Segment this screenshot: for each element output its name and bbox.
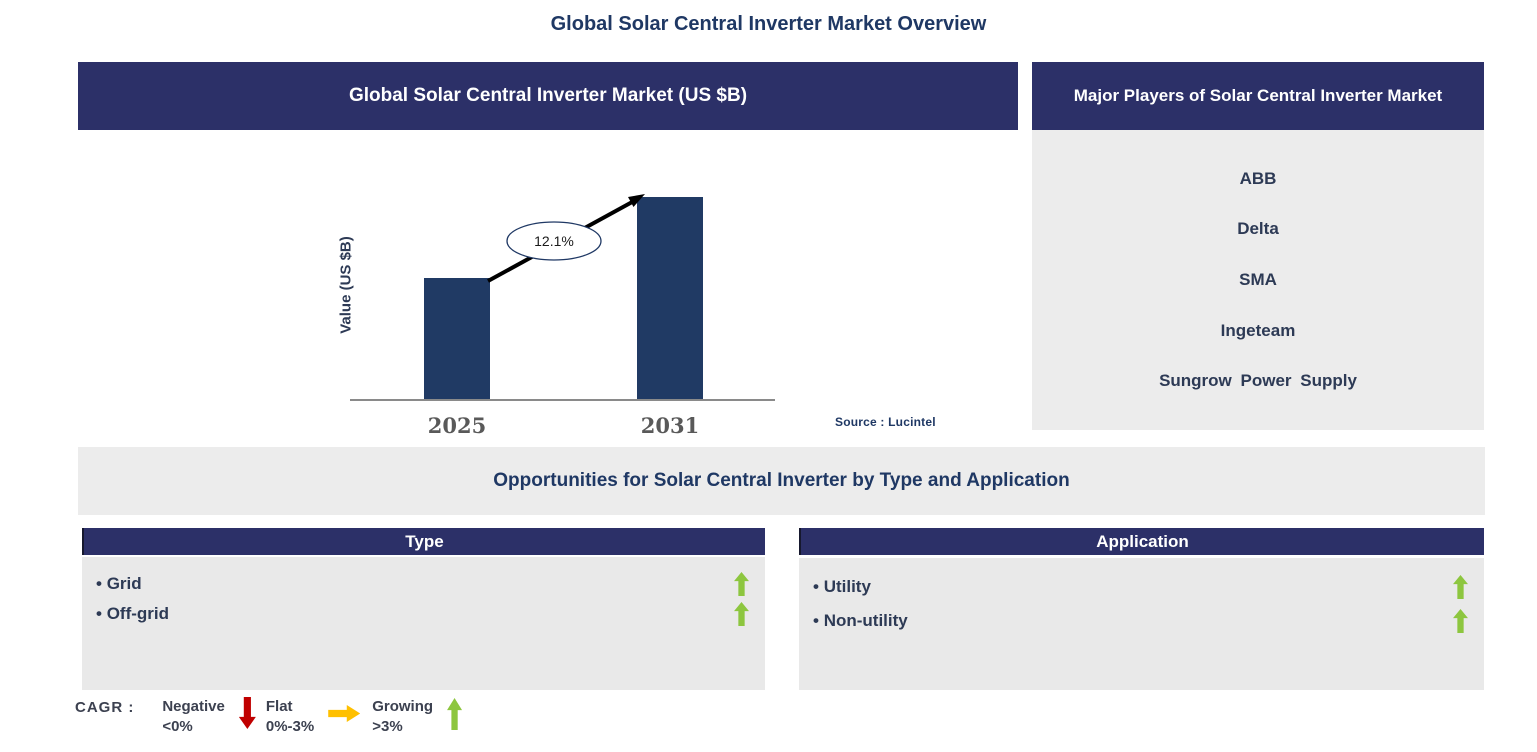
growing-up-arrow-icon xyxy=(447,698,463,730)
player-item: Ingeteam xyxy=(1220,320,1296,340)
application-item-label: Utility xyxy=(813,577,871,597)
growing-up-arrow-icon xyxy=(1453,609,1468,633)
chart-title: Global Solar Central Inverter Market (US… xyxy=(78,62,1018,130)
application-table-header: Application xyxy=(799,528,1484,555)
cagr-legend: CAGR : Negative <0% Flat 0%-3% Growing >… xyxy=(75,697,463,737)
growing-up-arrow-icon xyxy=(1453,575,1468,599)
legend-label: Flat xyxy=(265,698,293,715)
x-tick-2031: 2031 xyxy=(640,413,700,438)
table-row: Non-utility xyxy=(813,604,1468,638)
cagr-callout-value: 12.1% xyxy=(534,233,574,249)
legend-range: >3% xyxy=(372,718,403,735)
page-title: Global Solar Central Inverter Market Ove… xyxy=(550,13,987,35)
type-table-header: Type xyxy=(82,528,765,555)
player-item: Sungrow Power Supply xyxy=(1159,371,1357,391)
players-list: ABB Delta SMA Ingeteam Sungrow Power Sup… xyxy=(1032,130,1484,430)
legend-label: Growing xyxy=(372,698,434,715)
table-row: Grid xyxy=(96,569,749,599)
application-table: Utility Non-utility xyxy=(799,558,1484,690)
legend-flat-label: Flat 0%-3% xyxy=(266,697,314,737)
legend-growing-label: Growing >3% xyxy=(372,697,433,737)
negative-down-arrow-icon xyxy=(238,697,256,729)
bar-chart: Value (US $B) 2025 2031 Source : Lucinte… xyxy=(78,130,1018,445)
table-row: Utility xyxy=(813,570,1468,604)
table-row: Off-grid xyxy=(96,599,749,629)
flat-right-arrow-icon xyxy=(328,705,361,722)
player-item: ABB xyxy=(1239,168,1277,188)
growing-up-arrow-icon xyxy=(734,602,749,626)
bar-2025 xyxy=(424,278,490,400)
opportunities-title: Opportunities for Solar Central Inverter… xyxy=(78,447,1485,515)
application-item-label: Non-utility xyxy=(813,611,908,631)
players-panel-title: Major Players of Solar Central Inverter … xyxy=(1032,62,1484,130)
source-note: Source : Lucintel xyxy=(835,415,936,429)
growth-arrowhead-icon xyxy=(628,194,645,207)
type-item-label: Off-grid xyxy=(96,604,169,624)
cagr-callout-ellipse xyxy=(506,221,602,261)
bar-2031 xyxy=(637,197,703,400)
legend-negative-label: Negative <0% xyxy=(162,697,225,737)
legend-range: <0% xyxy=(162,718,193,735)
player-item: SMA xyxy=(1239,269,1277,289)
growth-arrow-annotation: 12.1% xyxy=(487,194,645,283)
type-item-label: Grid xyxy=(96,574,142,594)
legend-prefix: CAGR : xyxy=(75,699,135,716)
legend-range: 0%-3% xyxy=(265,718,315,735)
x-tick-2025: 2025 xyxy=(427,413,487,438)
player-item: Delta xyxy=(1237,219,1279,239)
legend-label: Negative xyxy=(162,698,225,715)
growing-up-arrow-icon xyxy=(734,572,749,596)
type-table: Grid Off-grid xyxy=(82,557,765,690)
x-axis-line xyxy=(350,399,775,401)
